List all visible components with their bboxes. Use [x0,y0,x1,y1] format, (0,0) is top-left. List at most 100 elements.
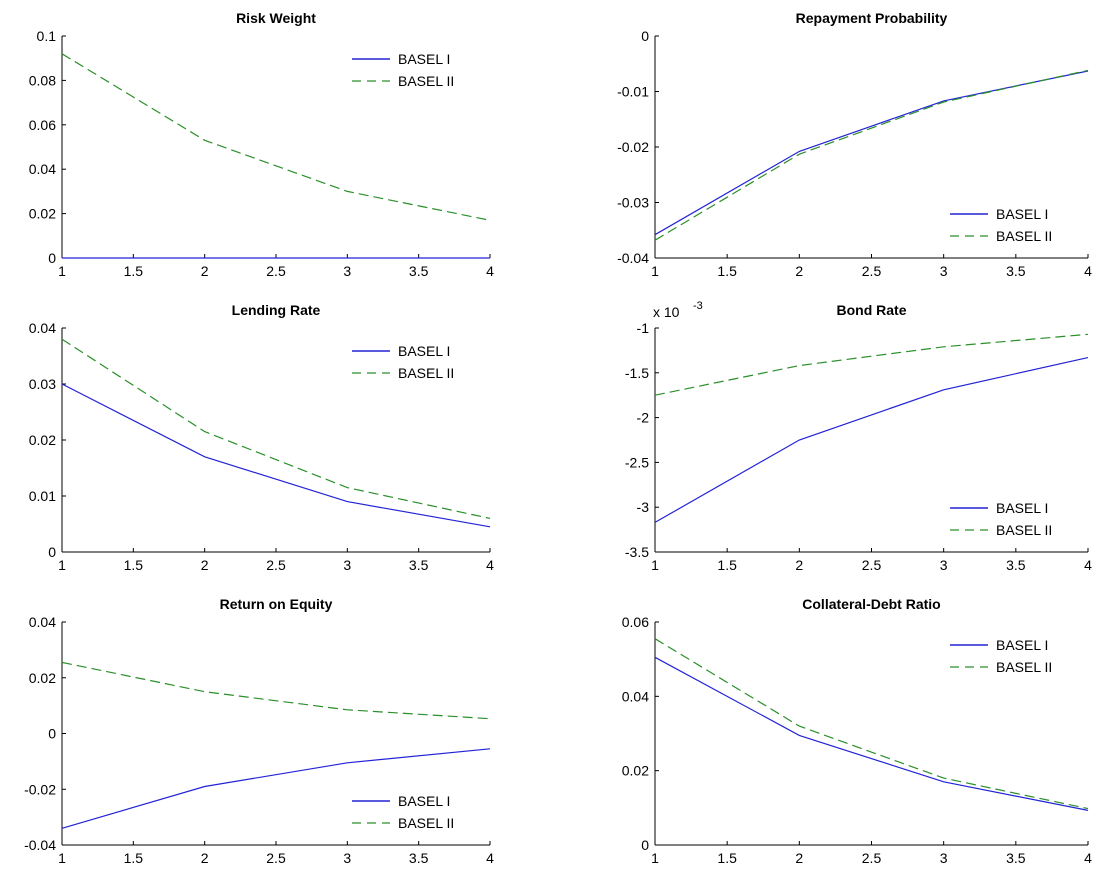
y-tick-label: 0 [48,544,56,560]
y-tick-label: 0.01 [29,488,56,504]
legend-label: BASEL II [996,522,1052,538]
x-tick-label: 3.5 [409,263,429,279]
x-tick-label: 1.5 [717,263,737,279]
legend: BASEL I BASEL II [352,51,454,89]
x-tick-label: 3.5 [409,557,429,573]
x-tick-label: 4 [1084,263,1092,279]
y-tick-label: -2 [637,410,650,426]
x-tick-label: 1 [58,557,66,573]
chart-panel-6: Collateral-Debt Ratio 1 1.5 2 2.5 3 3.5 4 0 0.02 0… [622,596,1092,866]
y-tick-label: 0.08 [29,72,56,88]
series-line-basel-ii [654,69,1089,241]
x-tick-label: 1 [651,263,659,279]
x-tick-label: 2 [201,850,209,866]
y-tick-label: 0.02 [29,670,56,686]
x-tick-label: 3 [940,850,948,866]
x-tick-label: 3.5 [1006,263,1026,279]
x-tick-label: 2.5 [862,263,882,279]
x-tick-label: 1.5 [717,557,737,573]
chart-title: Return on Equity [220,596,333,612]
legend-label: BASEL II [996,659,1052,675]
chart-title: Risk Weight [236,10,316,26]
x-tick-label: 2.5 [266,263,286,279]
chart-panel-3: Lending Rate 1 1.5 2 2.5 3 3.5 4 0 0.01 0.02 0.03 0.… [29,302,494,573]
series-line-basel-ii [61,661,491,720]
x-tick-label: 4 [1084,850,1092,866]
x-tick-label: 3 [940,263,948,279]
y-tick-label: -0.04 [24,837,56,853]
y-tick-label: 0.04 [29,614,56,630]
x-tick-label: 1.5 [124,263,144,279]
y-tick-label: -3.5 [625,544,649,560]
legend-label: BASEL I [996,637,1048,653]
y-tick-label: 0.02 [29,432,56,448]
y-tick-label: 0.06 [29,117,56,133]
chart-title: Bond Rate [837,302,907,318]
x-tick-label: 3 [343,850,351,866]
y-tick-label: 0 [641,837,649,853]
y-tick-label: 0.02 [622,763,649,779]
x-tick-label: 4 [486,263,494,279]
legend-label: BASEL II [398,73,454,89]
y-tick-label: 0.1 [37,28,57,44]
series-line-basel-i [61,748,491,829]
y-tick-label: -0.02 [24,781,56,797]
series-line-basel-ii [654,638,1089,810]
chart-panel-5: Return on Equity 1 1.5 2 2.5 3 3.5 4 -0.04 -0.02 0… [24,596,494,866]
x-tick-label: 2.5 [862,850,882,866]
legend-label: BASEL II [996,228,1052,244]
x-tick-label: 2.5 [266,850,286,866]
legend-label: BASEL I [398,51,450,67]
series-line-basel-i [654,357,1089,523]
y-tick-label: -0.01 [617,84,649,100]
x-tick-label: 3.5 [1006,850,1026,866]
y-tick-label: 0 [48,726,56,742]
y-tick-label: -0.04 [617,250,649,266]
x-tick-label: 1.5 [717,850,737,866]
y-tick-label: 0.03 [29,376,56,392]
legend: BASEL I BASEL II [352,793,454,831]
x-tick-label: 2 [795,263,803,279]
series-line-basel-ii [654,333,1089,396]
legend-label: BASEL II [398,365,454,381]
x-tick-label: 3 [343,263,351,279]
x-tick-label: 4 [486,850,494,866]
chart-title: Collateral-Debt Ratio [802,596,940,612]
x-tick-label: 1 [58,850,66,866]
x-tick-label: 1 [651,557,659,573]
legend: BASEL I BASEL II [352,343,454,381]
y-tick-label: -0.02 [617,139,649,155]
chart-panel-1: Risk Weight 1 1.5 2 2.5 3 3.5 4 0 0.02 0.04 0.06 0.0… [29,10,494,279]
y-tick-label: -1.5 [625,365,649,381]
y-tick-label: 0.02 [29,206,56,222]
series-line-basel-ii [61,338,491,519]
axis-exponent-power: -3 [693,300,703,312]
x-tick-label: 2 [795,850,803,866]
y-tick-label: 0.06 [622,614,649,630]
legend-label: BASEL I [996,206,1048,222]
legend-label: BASEL I [996,500,1048,516]
y-tick-label: -1 [637,320,650,336]
y-tick-label: -2.5 [625,454,649,470]
legend: BASEL I BASEL II [950,500,1052,538]
x-tick-label: 1.5 [124,850,144,866]
x-tick-label: 1 [651,850,659,866]
x-tick-label: 2 [201,557,209,573]
series-line-basel-i [61,383,491,528]
chart-title: Repayment Probability [796,10,948,26]
x-tick-label: 2 [201,263,209,279]
x-tick-label: 1.5 [124,557,144,573]
x-tick-label: 1 [58,263,66,279]
legend: BASEL I BASEL II [950,637,1052,675]
chart-panel-2: Repayment Probability 1 1.5 2 2.5 3 3.5 4 -0.04 -… [617,10,1092,279]
x-tick-label: 2.5 [266,557,286,573]
y-tick-label: 0 [48,250,56,266]
legend-label: BASEL I [398,343,450,359]
x-tick-label: 4 [486,557,494,573]
y-tick-label: 0.04 [29,161,56,177]
series-line-basel-ii [61,53,491,221]
legend: BASEL I BASEL II [950,206,1052,244]
y-tick-label: 0 [641,28,649,44]
y-tick-label: -3 [637,499,650,515]
